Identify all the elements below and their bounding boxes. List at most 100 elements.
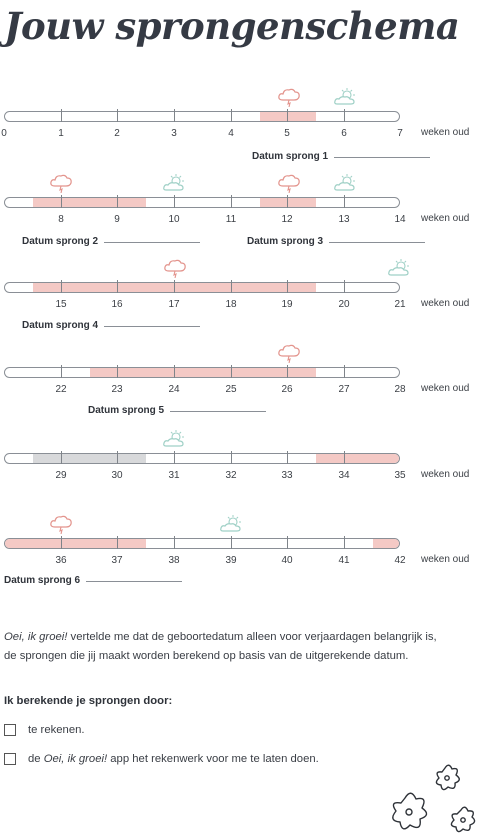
week-label: 32	[225, 470, 237, 481]
datum-field-6[interactable]: Datum sprong 6	[4, 575, 183, 586]
tick	[231, 195, 232, 208]
week-label: 20	[338, 299, 350, 310]
week-label: 13	[338, 214, 350, 225]
tick	[61, 365, 62, 378]
tick	[231, 365, 232, 378]
tick	[287, 365, 288, 378]
intro-paragraph: Oei, ik groei! vertelde me dat de geboor…	[4, 628, 474, 666]
tick	[61, 109, 62, 122]
week-label: 42	[394, 555, 406, 566]
week-label: 29	[55, 470, 67, 481]
week-label: 41	[338, 555, 350, 566]
tick	[61, 536, 62, 549]
datum-label: Datum sprong 4	[22, 320, 99, 331]
datum-line	[334, 157, 431, 158]
week-label: 22	[55, 384, 67, 395]
sun-cloud-icon	[220, 515, 241, 532]
checkbox[interactable]	[4, 753, 16, 765]
tick	[287, 195, 288, 208]
tick	[174, 536, 175, 549]
storm-cloud-icon	[278, 174, 300, 193]
tick	[287, 109, 288, 122]
unit-label: weken oud	[421, 127, 470, 138]
week-label: 11	[225, 214, 237, 225]
tick	[231, 536, 232, 549]
paragraph-text-1: vertelde me dat de geboortedatum alleen …	[67, 631, 437, 643]
timeline-bar	[4, 197, 400, 208]
tick	[344, 109, 345, 122]
datum-field-2[interactable]: Datum sprong 2	[22, 236, 201, 247]
tick	[174, 451, 175, 464]
week-label: 6	[341, 128, 347, 139]
week-label: 40	[281, 555, 293, 566]
tick	[61, 280, 62, 293]
paragraph-text-2: de sprongen die jij maakt worden bereken…	[4, 650, 409, 662]
tick	[174, 365, 175, 378]
option-calculate[interactable]: te rekenen.	[4, 724, 85, 736]
datum-line	[104, 326, 201, 327]
tick	[344, 195, 345, 208]
week-label: 2	[114, 128, 120, 139]
week-label: 23	[111, 384, 123, 395]
week-label: 8	[58, 214, 64, 225]
datum-label: Datum sprong 1	[252, 151, 329, 162]
storm-cloud-icon	[278, 88, 300, 107]
storm-cloud-icon	[50, 515, 72, 534]
tick	[344, 536, 345, 549]
leap-segment	[260, 112, 316, 121]
tick	[117, 109, 118, 122]
week-label: 19	[281, 299, 293, 310]
tick	[174, 280, 175, 293]
sun-cloud-icon	[334, 88, 355, 105]
datum-line	[86, 581, 183, 582]
unit-label: weken oud	[421, 213, 470, 224]
week-label: 24	[168, 384, 180, 395]
leap-segment	[5, 539, 146, 548]
option-app[interactable]: de Oei, ik groei! app het rekenwerk voor…	[4, 753, 319, 765]
unit-label: weken oud	[421, 469, 470, 480]
leap-segment	[373, 539, 399, 548]
storm-cloud-icon	[50, 174, 72, 193]
unit-label: weken oud	[421, 383, 470, 394]
week-label: 35	[394, 470, 406, 481]
week-label: 39	[225, 555, 237, 566]
week-label: 26	[281, 384, 293, 395]
leap-segment	[33, 198, 146, 207]
tick	[61, 195, 62, 208]
method-heading: Ik berekende je sprongen door:	[4, 695, 173, 707]
datum-field-3[interactable]: Datum sprong 3	[247, 236, 426, 247]
tick	[174, 195, 175, 208]
option-suffix: app het rekenwerk voor me te laten doen.	[107, 753, 319, 765]
timeline-bar	[4, 453, 400, 464]
storm-cloud-icon	[164, 259, 186, 278]
week-label: 0	[1, 128, 7, 139]
week-label: 12	[281, 214, 293, 225]
datum-label: Datum sprong 3	[247, 236, 324, 247]
week-label: 1	[58, 128, 64, 139]
tick	[287, 280, 288, 293]
grey-segment	[33, 454, 146, 463]
tick	[344, 280, 345, 293]
unit-label: weken oud	[421, 554, 470, 565]
datum-field-4[interactable]: Datum sprong 4	[22, 320, 201, 331]
week-label: 30	[111, 470, 123, 481]
leap-segment	[260, 198, 316, 207]
week-label: 37	[111, 555, 123, 566]
week-label: 21	[394, 299, 406, 310]
flowers-decoration-icon	[392, 764, 476, 833]
datum-field-5[interactable]: Datum sprong 5	[88, 405, 267, 416]
page-title: Jouw sprongenschema	[4, 4, 460, 48]
timeline-bar	[4, 367, 400, 378]
week-label: 4	[228, 128, 234, 139]
week-label: 15	[55, 299, 67, 310]
tick	[231, 451, 232, 464]
sun-cloud-icon	[163, 430, 184, 447]
sun-cloud-icon	[163, 174, 184, 191]
option-label: de Oei, ik groei! app het rekenwerk voor…	[28, 753, 319, 765]
week-label: 28	[394, 384, 406, 395]
datum-field-1[interactable]: Datum sprong 1	[252, 151, 431, 162]
tick	[231, 109, 232, 122]
week-label: 27	[338, 384, 350, 395]
week-label: 38	[168, 555, 180, 566]
checkbox[interactable]	[4, 724, 16, 736]
